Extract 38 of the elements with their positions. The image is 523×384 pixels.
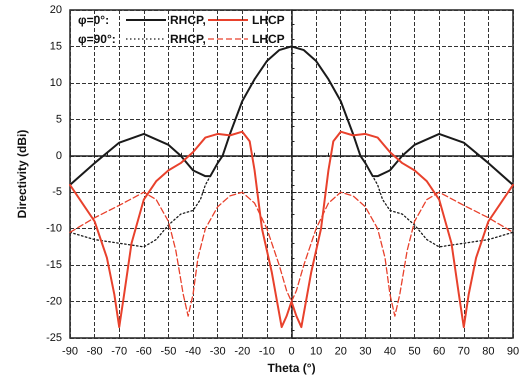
x-tick-label: 0 (288, 346, 295, 358)
y-tick-label: -25 (46, 332, 62, 344)
x-tick-label: 10 (310, 346, 322, 358)
x-tick-label: 50 (408, 346, 421, 358)
y-tick-label: 10 (50, 76, 62, 89)
y-tick-label: 5 (56, 113, 62, 126)
y-axis-title: Directivity (dBi) (15, 130, 29, 218)
x-tick-label: -60 (136, 346, 152, 358)
x-tick-label: -90 (62, 346, 78, 358)
x-tick-label: 20 (334, 346, 347, 358)
x-tick-label: 40 (384, 346, 396, 358)
annotation: φ=0°: (78, 13, 110, 27)
x-tick-label: -50 (160, 346, 176, 358)
y-tick-label: 0 (56, 150, 62, 162)
annotation: φ=90°: (78, 32, 116, 46)
y-tick-label: 20 (50, 4, 62, 16)
x-tick-label: 60 (433, 346, 446, 358)
legend-label: RHCP, (170, 13, 206, 27)
x-tick-label: -80 (86, 346, 103, 358)
x-tick-label: 90 (506, 346, 520, 358)
x-tick-label: -10 (258, 346, 275, 358)
x-tick-label: -70 (111, 346, 128, 358)
x-tick-label: -20 (234, 346, 250, 358)
y-tick-label: 15 (50, 40, 62, 52)
line-series (69, 130, 514, 328)
x-tick-label: 30 (359, 346, 372, 358)
x-axis-title: Theta (°) (267, 361, 316, 375)
x-tick-label: -40 (185, 346, 202, 358)
x-tick-label: -30 (210, 346, 226, 358)
y-tick-label: -20 (46, 296, 62, 308)
y-tick-label: -5 (52, 186, 62, 198)
y-tick-label: -15 (46, 259, 62, 272)
legend-label: RHCP, (170, 32, 206, 46)
y-tick-label: -10 (46, 222, 62, 235)
legend-label: LHCP (252, 13, 285, 27)
x-tick-label: 70 (458, 346, 470, 358)
legend-label: LHCP (252, 32, 285, 46)
x-tick-label: 80 (482, 346, 495, 358)
